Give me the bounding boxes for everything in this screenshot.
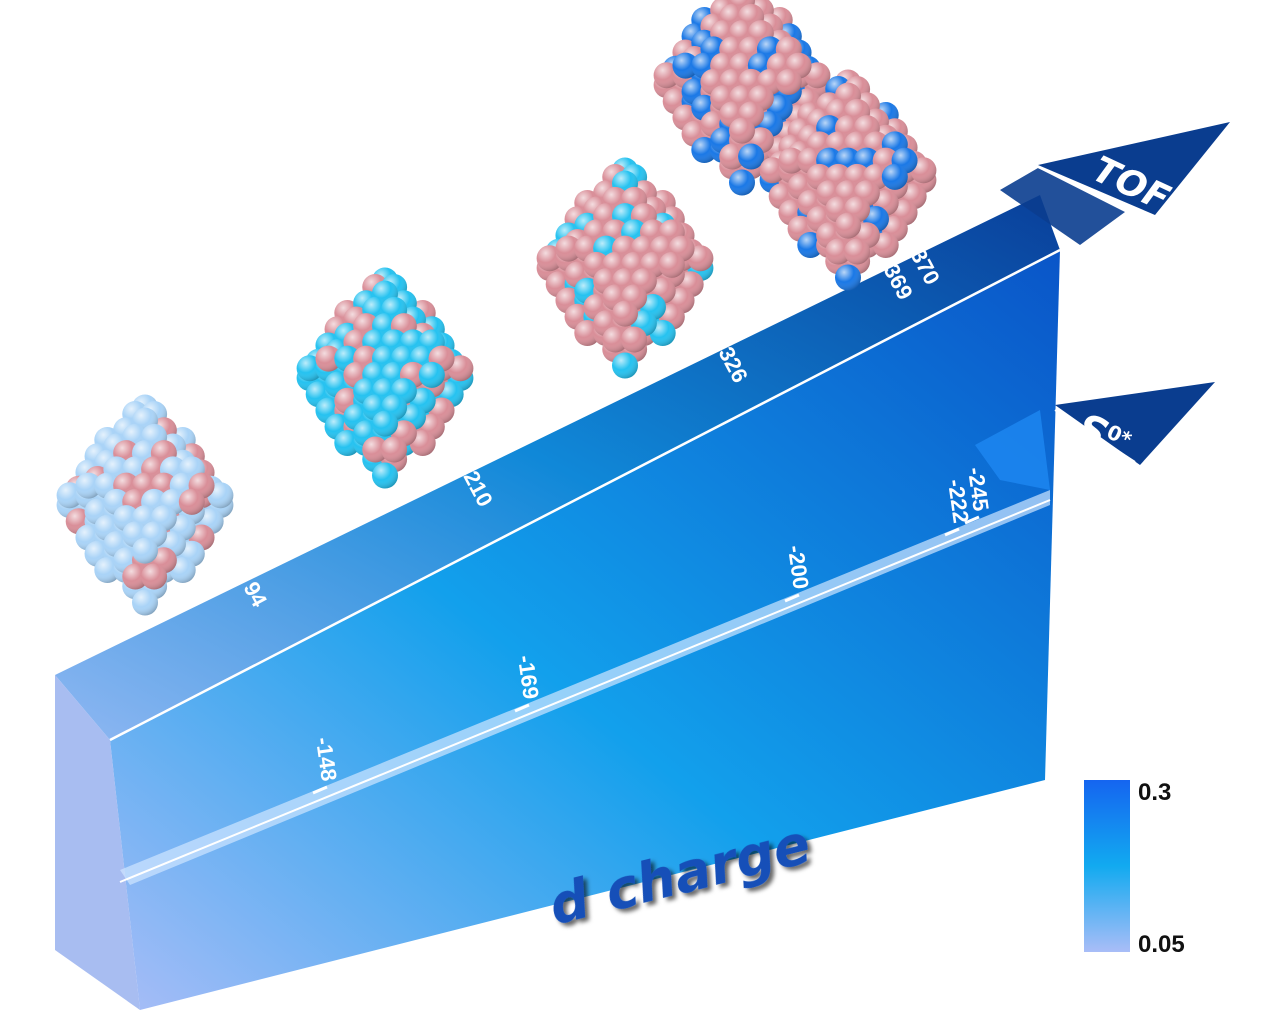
atom-shading bbox=[555, 235, 582, 262]
tick-mark bbox=[312, 785, 328, 795]
slab bbox=[55, 195, 1061, 1010]
atom-shading bbox=[778, 147, 805, 174]
entropy-tick: -245 bbox=[963, 466, 994, 525]
atom-shading bbox=[372, 410, 398, 437]
slab-top-face bbox=[55, 195, 1060, 740]
entropy-tick: -148 bbox=[311, 736, 342, 795]
nanoclusters bbox=[56, 0, 937, 616]
atom-shading bbox=[881, 163, 908, 190]
atom-shading bbox=[362, 436, 389, 463]
atom-shading bbox=[612, 300, 638, 327]
tick-mark bbox=[895, 245, 909, 255]
atom-shading bbox=[75, 472, 102, 499]
atom-shading bbox=[418, 361, 445, 388]
entropy-tick: -222 bbox=[943, 478, 974, 537]
atom-shading bbox=[844, 238, 871, 265]
nanocluster bbox=[296, 267, 474, 489]
colorbar: 0.3 0.05 bbox=[1084, 779, 1185, 958]
atom-shading bbox=[122, 563, 149, 590]
tof-arrow-edge bbox=[1037, 166, 1129, 211]
tick-mark bbox=[784, 593, 800, 603]
entropy-arrow-edge bbox=[1054, 409, 1136, 463]
tick-mark bbox=[944, 527, 960, 537]
atom-shading bbox=[825, 238, 852, 265]
tick-mark bbox=[514, 703, 530, 713]
atom-shading bbox=[132, 537, 158, 564]
nanocluster bbox=[653, 0, 831, 196]
colorbar-max-label: 0.3 bbox=[1138, 779, 1171, 806]
entropy-axis-line bbox=[119, 499, 1051, 883]
tof-arrowhead bbox=[1038, 122, 1230, 215]
atom-shading bbox=[738, 143, 765, 170]
atom-shading bbox=[621, 326, 648, 353]
tick-mark bbox=[448, 467, 462, 477]
atom-shading bbox=[729, 169, 755, 196]
entropy-tick: -169 bbox=[513, 654, 544, 713]
atom-shading bbox=[602, 326, 629, 353]
tick-label: -148 bbox=[311, 736, 342, 783]
tick-mark bbox=[228, 578, 242, 588]
colorbar-min-label: 0.05 bbox=[1138, 931, 1185, 958]
atom-shading bbox=[381, 436, 408, 463]
tick-label: -222 bbox=[943, 478, 974, 525]
nanocluster bbox=[759, 69, 937, 291]
entropy-arrowhead bbox=[1055, 382, 1215, 465]
atom-shading bbox=[315, 345, 342, 372]
entropy-tick: -200 bbox=[783, 544, 814, 603]
atom-shading bbox=[729, 117, 755, 144]
atom-shading bbox=[775, 68, 802, 95]
entropy-arrow: ΔS0* bbox=[1054, 382, 1215, 465]
colorbar-gradient bbox=[1084, 780, 1130, 952]
tick-mark bbox=[964, 515, 980, 525]
tick-label: -245 bbox=[963, 466, 994, 513]
atom-shading bbox=[372, 462, 398, 489]
atom-shading bbox=[132, 589, 158, 616]
atom-shading bbox=[658, 251, 685, 278]
nanocluster bbox=[56, 394, 234, 616]
atom-shading bbox=[178, 488, 205, 515]
atom-shading bbox=[719, 143, 746, 170]
atom-shading bbox=[672, 52, 699, 79]
atom-shading bbox=[612, 352, 638, 379]
tick-label: -200 bbox=[783, 544, 814, 591]
tick-mark bbox=[868, 260, 882, 270]
entropy-arrow-base bbox=[975, 410, 1050, 490]
tof-axis-line bbox=[109, 248, 1061, 742]
atom-shading bbox=[835, 212, 861, 239]
entropy-ticks: -148 -169 -200 -222-245 bbox=[311, 466, 994, 795]
atom-shading bbox=[141, 563, 168, 590]
tick-label: -169 bbox=[513, 654, 544, 701]
slab-front-face bbox=[110, 250, 1060, 1010]
tof-arrow-shaft bbox=[1000, 168, 1125, 245]
nanocluster bbox=[536, 157, 714, 379]
atom-shading bbox=[835, 264, 861, 291]
slab-side-face bbox=[55, 675, 140, 1010]
tick-mark bbox=[703, 343, 717, 353]
